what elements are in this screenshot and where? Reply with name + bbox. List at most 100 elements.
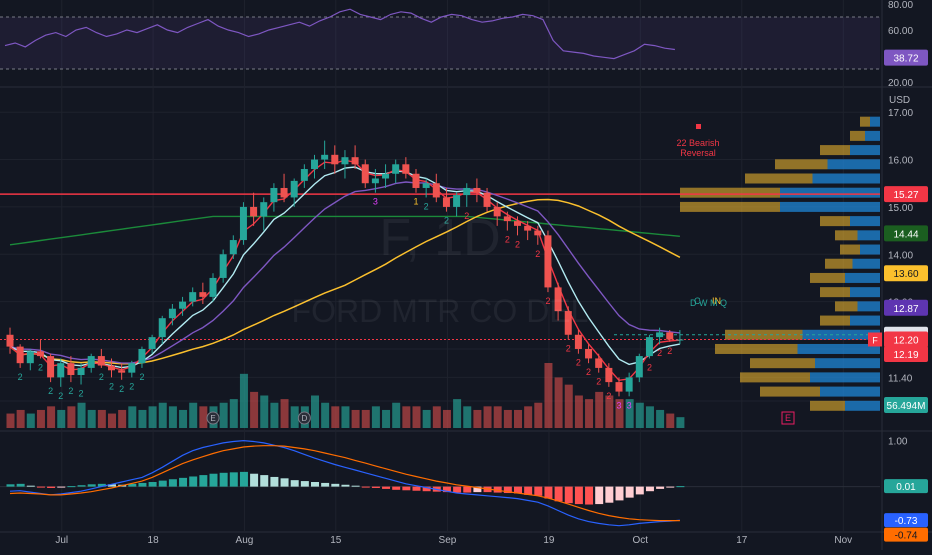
volume-bar [625,399,634,428]
macd-histogram-bar [26,485,35,487]
volume-profile-bar-down [797,343,880,354]
volume-profile-bar-down [850,287,880,298]
candle-body [544,235,552,288]
price-label-badge [884,397,928,413]
x-tick-label: Aug [236,535,254,546]
macd-histogram-bar [442,486,451,493]
macd-histogram-bar [412,486,421,491]
volume-profile-bar-up [820,287,850,298]
x-tick-label: 17 [736,535,748,546]
macd-histogram-bar [97,483,106,487]
candle-body [351,157,359,165]
candle-body [625,377,633,392]
volume-bar [382,409,391,428]
rsi-tick-label: 80.00 [888,0,913,11]
volume-bar [453,399,462,428]
volume-bar [87,409,96,428]
volume-bar [229,399,238,428]
ma-200-line [9,215,680,246]
macd-histogram-bar [199,475,208,487]
volume-profile-bar-down [802,329,880,340]
volume-bar [36,409,45,428]
candle-body [676,339,684,341]
price-label-text: 56.494M [887,401,926,412]
bearish-reversal-label: 22 Bearish [676,138,719,148]
price-tick-label: 14.00 [888,250,913,261]
macd-histogram-bar [371,486,380,488]
macd-histogram-bar [138,482,147,487]
candle-body [361,164,369,184]
volume-profile-bar-down [850,315,880,326]
candle-body [229,240,237,255]
macd-histogram-bar [605,486,614,503]
volume-profile-bar-up [750,358,815,369]
count-digit: 2 [606,391,611,401]
rsi-line [4,8,675,60]
macd-histogram-bar [87,484,96,487]
x-tick-label: Sep [439,535,457,546]
candle-body [16,346,24,364]
volume-profile-bar-down [850,216,880,227]
event-marker [297,411,311,425]
volume-profile-bar-down [860,244,880,255]
candle-body [585,348,593,359]
volume-bar [615,399,624,428]
volume-profile-bar-up [835,301,858,312]
volume-profile-bar-down [852,258,880,269]
volume-profile-bar-down [870,116,880,127]
candle-body [138,348,146,364]
event-marker-text: D [301,414,307,423]
volume-bar [331,406,340,428]
candle-body [148,337,156,349]
volume-profile-bar-down [845,400,880,411]
macd-tick-label: 1.00 [888,437,908,448]
count-digit: 2 [647,362,652,372]
count-digit: 2 [424,201,429,211]
macd-histogram-bar [77,485,86,487]
macd-histogram-bar [300,481,309,487]
count-digit: 2 [109,381,114,391]
volume-bar [574,395,583,428]
candle-body [199,292,207,297]
macd-histogram-bar [534,486,543,496]
volume-bar [493,406,502,428]
volume-bar [118,409,127,428]
price-label-badge [884,225,928,242]
macd-histogram-bar [361,486,370,488]
price-tick-label: 16.00 [888,156,913,167]
macd-histogram-bar [514,486,522,494]
volume-bar [361,409,370,428]
count-digit: 2 [18,372,23,382]
macd-histogram-bar [453,486,462,493]
volume-bar [544,363,553,428]
volume-profile-bar-up [835,230,858,241]
candle-body [524,225,532,231]
timeframes-label: D W M Q [690,298,727,308]
volume-bar [635,402,644,428]
macd-histogram-bar [676,486,685,488]
count-digit: 2 [535,249,540,259]
count-digit: 2 [464,211,469,221]
macd-histogram-bar [280,478,289,487]
macd-histogram-bar [585,486,594,505]
cross-in-label: IN [712,296,721,306]
candle-body [574,334,582,349]
macd-value-text: -0.73 [895,516,918,527]
candle-body [311,159,318,170]
candle-body [412,173,420,188]
candle-body [118,370,126,373]
macd-histogram-bar [656,486,665,489]
volume-bar [108,413,116,428]
volume-bar [392,402,401,428]
candle-body [239,206,247,241]
macd-histogram-bar [47,486,56,488]
volume-bar [371,406,380,428]
macd-histogram-bar [250,473,259,487]
volume-bar [47,406,56,428]
candle-body [128,363,136,373]
volume-bar [97,409,106,428]
candle-body [189,292,197,302]
candle-body [595,358,603,368]
macd-histogram-bar [6,484,15,487]
